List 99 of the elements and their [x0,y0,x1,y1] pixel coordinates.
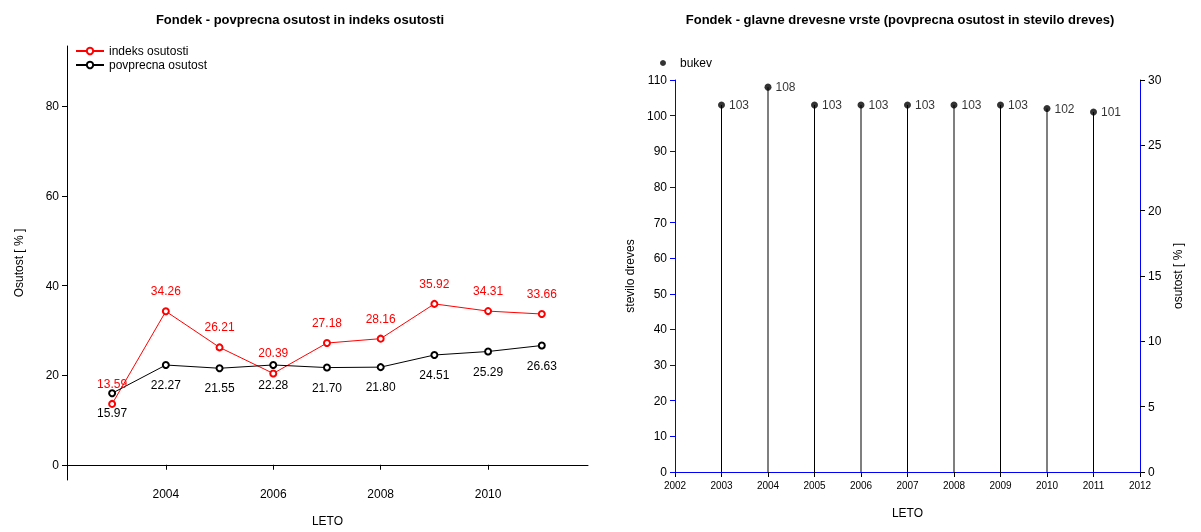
point [811,101,818,109]
x-tick-label: 2010 [1035,479,1059,491]
point [108,399,117,408]
y2-tick-label: 5 [1148,399,1155,414]
data-label: 22.27 [150,378,182,393]
data-label: 26.63 [526,358,558,373]
x-tick-label: 2004 [152,487,180,501]
y-tick-label: 110 [647,73,668,87]
point [430,299,439,308]
x-tick-label: 2002 [663,479,687,491]
x-tick-label: 2006 [259,487,287,501]
chart-title: Fondek - povprecna osutost in indeks osutosti [155,12,445,27]
y-tick-label: 30 [653,358,668,373]
x-tick-label: 2007 [896,479,920,491]
data-label: 22.28 [258,377,289,392]
data-label: 34.31 [473,284,504,299]
x-tick-label: 2008 [367,487,395,501]
chart-title: Fondek - glavne drevesne vrste (povprecna osutost in stevilo dreves) [685,12,1115,27]
data-label: 101 [1101,105,1122,120]
point [108,389,117,398]
point [322,339,331,348]
point [484,347,493,356]
y-tick-label: 100 [646,108,668,123]
y-tick-label: 0 [660,465,668,479]
data-label: 103 [822,97,843,112]
y-tick-label: 60 [653,251,668,266]
y2-tick-label: 20 [1148,203,1162,218]
y-tick-label: 20 [653,393,668,408]
y-axis-title: stevilo dreves [623,239,638,313]
data-label: 103 [729,97,750,112]
data-label: 20.39 [258,346,289,361]
data-label: 26.21 [204,320,235,335]
data-label: 25.29 [473,364,504,379]
point [537,341,546,350]
y2-tick-label: 15 [1148,269,1162,283]
legend-label: bukev [680,56,713,70]
data-label: 15.97 [97,406,128,421]
point [430,351,439,359]
y2-tick-label: 30 [1148,73,1162,87]
point [484,307,493,316]
point [269,369,278,378]
y-axis-title: Osutost [ % ] [12,228,26,298]
y-tick-label: 10 [653,429,668,444]
point [718,101,725,109]
y2-tick-label: 10 [1148,334,1162,349]
point [1043,105,1051,113]
data-label: 103 [1008,97,1029,112]
point [161,361,170,370]
y-tick-label: 80 [653,179,668,194]
point [215,343,224,352]
point [376,363,385,372]
data-label: 103 [868,97,889,112]
data-label: 35.92 [419,276,450,291]
x-tick-label: 2008 [942,479,966,491]
x-tick-label: 2004 [756,479,780,491]
x-tick-label: 2011 [1082,479,1105,491]
y2-tick-label: 25 [1148,138,1162,153]
x-tick-label: 2005 [803,479,827,491]
data-label: 102 [1054,101,1075,116]
point [997,101,1004,109]
y-tick-label: 60 [45,189,60,204]
legend-label: indeks osutosti [109,44,189,58]
point [161,307,170,316]
data-label: 21.80 [365,380,397,395]
data-label: 28.16 [365,311,397,326]
data-label: 103 [961,97,982,112]
y-tick-label: 40 [45,278,60,293]
x-tick-label: 2012 [1128,479,1152,491]
point [1090,108,1097,116]
x-tick-label: 2010 [474,487,502,501]
y-tick-label: 40 [653,322,668,337]
y-tick-label: 90 [653,144,668,159]
y2-tick-label: 0 [1148,465,1155,479]
y-tick-label: 0 [52,457,60,472]
data-label: 103 [915,97,936,112]
data-label: 24.51 [419,368,450,382]
y-tick-label: 70 [653,215,668,230]
y-tick-label: 80 [45,99,60,114]
legend-label: povprecna osutost [109,58,208,72]
point [537,310,546,319]
point [904,101,911,109]
point [215,364,224,373]
data-label: 108 [775,80,796,95]
data-label: 34.26 [150,284,182,299]
point [376,334,385,343]
data-label: 21.70 [311,380,343,395]
y-tick-label: 20 [45,368,60,383]
x-tick-label: 2006 [849,479,873,491]
y-tick-label: 50 [653,286,668,301]
point [269,360,278,369]
y2-axis-title: osutost [ % ] [1171,242,1186,310]
data-label: 27.18 [311,316,343,331]
x-tick-label: 2003 [710,479,734,491]
x-axis-title: LETO [891,506,924,520]
x-tick-label: 2009 [989,479,1013,491]
data-label: 21.55 [204,381,235,396]
point [322,363,331,372]
x-axis-title: LETO [311,514,344,528]
data-label: 33.66 [526,287,558,302]
